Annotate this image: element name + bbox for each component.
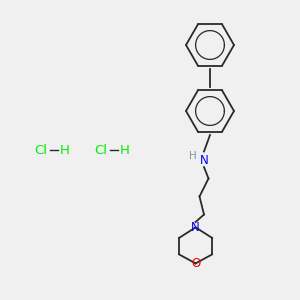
Text: Cl: Cl: [34, 143, 47, 157]
Text: H: H: [189, 151, 196, 161]
Text: N: N: [200, 154, 208, 167]
Text: Cl: Cl: [94, 143, 107, 157]
Text: H: H: [60, 143, 69, 157]
Text: N: N: [191, 221, 200, 234]
Text: H: H: [120, 143, 129, 157]
Text: O: O: [191, 257, 200, 270]
